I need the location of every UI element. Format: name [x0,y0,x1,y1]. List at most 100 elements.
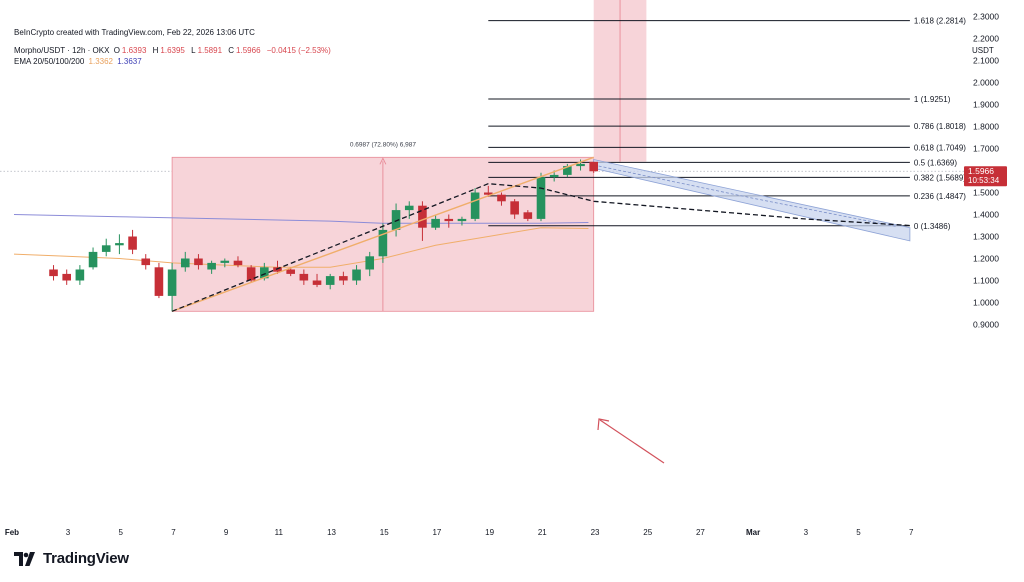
candle-body[interactable] [312,280,322,285]
bar-countdown: 10:53:34 [968,176,1000,185]
candle-body[interactable] [365,256,375,270]
candle-body[interactable] [180,258,190,268]
candle-body[interactable] [194,258,203,266]
candle-body[interactable] [339,276,348,281]
price-tick-label: 1.2000 [973,254,999,264]
candle-body[interactable] [115,243,124,246]
time-tick-label: 7 [171,528,176,537]
ema-50-value: 1.3637 [117,57,142,66]
candle-body[interactable] [576,163,585,167]
time-tick-label: 3 [804,528,809,537]
candle-body[interactable] [510,201,519,215]
time-tick-label: 3 [66,528,71,537]
trend-line[interactable] [171,156,594,312]
candle-body[interactable] [49,269,58,277]
candle-body[interactable] [154,267,164,296]
ohlc-high: 1.6395 [160,46,185,55]
candle-body[interactable] [325,276,335,285]
symbol-legend: Morpho/USDT · 12h · OKX O 1.6393 H 1.6395 … [14,46,331,55]
ohlc-open: 1.6393 [121,46,147,55]
time-tick-label: 7 [909,528,914,537]
time-tick-label: 9 [224,528,229,537]
candle-body[interactable] [444,218,454,222]
candle-body[interactable] [378,229,388,257]
annotation-arrowhead [597,418,610,431]
candle-body[interactable] [167,269,177,296]
candle-body[interactable] [563,166,572,175]
candle-body[interactable] [62,273,71,281]
candle-body[interactable] [391,210,401,230]
ema-label[interactable]: EMA 20/50/100/200 [14,57,85,66]
candle-body[interactable] [431,218,440,228]
candle-body[interactable] [101,245,111,252]
projection-dashed-path[interactable] [171,183,910,312]
candle-body[interactable] [497,194,506,202]
candle-body[interactable] [352,269,361,281]
candle-body[interactable] [128,236,137,250]
time-tick-label: 5 [856,528,861,537]
symbol-name[interactable]: Morpho/USDT · 12h · OKX [14,46,110,55]
ema-20-line[interactable] [13,227,589,268]
candle-body[interactable] [260,267,269,279]
candle-body[interactable] [549,174,559,178]
candle-body[interactable] [470,192,480,219]
fib-level-label: 0.236 (1.4847) [914,192,966,201]
candle-body[interactable] [589,161,598,172]
candle-body[interactable] [418,205,427,228]
fib-level-label: 1.618 (2.2814) [914,17,966,26]
candle-body[interactable] [207,262,216,270]
time-tick-label: 5 [118,528,123,537]
time-tick-label: 15 [380,528,389,537]
time-tick-label: Mar [746,528,760,537]
fib-level-label: 0.5 (1.6369) [914,158,957,167]
fib-level-label: 0.618 (1.7049) [914,143,966,152]
candle-body[interactable] [404,205,414,211]
candle-body[interactable] [457,218,467,222]
candle-body[interactable] [273,267,282,272]
candle-body[interactable] [536,177,546,219]
candle-body[interactable] [141,258,151,266]
current-price-tag [964,166,1007,187]
ohlc-low: 1.5891 [197,46,223,55]
tradingview-logo-text: TradingView [43,550,129,567]
fib-level-label: 1 (1.9251) [914,95,951,104]
candle-body[interactable] [484,192,493,195]
candle-body[interactable] [523,212,533,219]
price-tick-label: 2.2000 [973,34,999,44]
candle-body[interactable] [233,260,243,266]
price-tick-label: 2.3000 [973,12,999,22]
price-tick-label: 1.4000 [973,210,999,220]
candle-body[interactable] [88,251,98,268]
time-tick-label: Feb [5,528,19,537]
channel-midline [593,164,897,227]
candle-body[interactable] [286,269,295,274]
candle-body[interactable] [220,260,230,263]
price-tick-label: 1.9000 [973,100,999,110]
current-price-value: 1.5966 [968,166,994,176]
price-tick-label: 1.3000 [973,232,999,242]
chart-credit: BeInCrypto created with TradingView.com,… [14,28,255,37]
ema-legend: EMA 20/50/100/200 1.3362 1.3637 [14,57,144,66]
price-tick-label: 1.8000 [973,122,999,132]
descending-channel[interactable] [593,159,911,242]
price-unit: USDT [972,46,994,55]
price-tick-label: 2.1000 [973,56,999,66]
candle-body[interactable] [75,269,85,281]
time-tick-label: 23 [591,528,600,537]
fib-level-label: 0.382 (1.5689) [914,173,966,182]
candle-body[interactable] [246,267,256,281]
ohlc-change: −0.0415 (−2.53%) [266,46,331,55]
candle-body[interactable] [299,273,309,281]
fib-level-label: 0 (1.3486) [914,222,951,231]
measure-label-1: 0.6987 (72.80%) 6,987 [350,141,417,148]
time-tick-label: 25 [643,528,652,537]
price-tick-label: 1.5000 [973,188,999,198]
tradingview-logo-icon [14,551,35,566]
price-tick-label: 1.1000 [973,276,999,286]
measure-arrowhead-1 [379,157,387,165]
fib-level-label: 0.786 (1.8018) [914,122,966,131]
time-tick-label: 11 [275,528,284,537]
time-tick-label: 19 [485,528,494,537]
annotation-arrow[interactable] [599,419,665,464]
